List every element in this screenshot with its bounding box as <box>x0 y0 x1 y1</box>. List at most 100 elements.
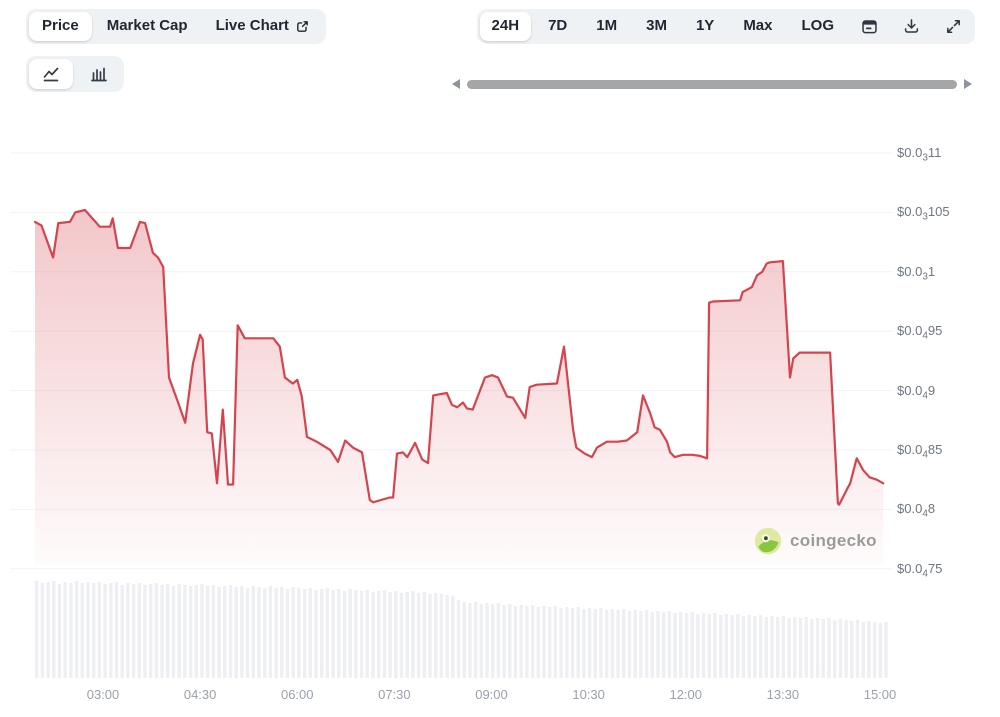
scroll-left-arrow[interactable] <box>452 79 460 89</box>
volume-bar <box>183 585 187 678</box>
time-range-scrollbar <box>452 76 972 92</box>
volume-bar <box>502 605 506 678</box>
range-1m-button[interactable]: 1M <box>584 12 629 41</box>
y-axis-label: $0.0311 <box>897 145 942 164</box>
tab-live-chart-label: Live Chart <box>215 17 289 34</box>
volume-bar <box>787 618 791 678</box>
scroll-right-arrow[interactable] <box>964 79 972 89</box>
range-24h-button[interactable]: 24H <box>479 12 532 41</box>
volume-bar <box>576 607 580 678</box>
volume-bar <box>69 583 73 678</box>
volume-bar <box>741 616 746 678</box>
line-chart-button[interactable] <box>29 59 73 89</box>
calendar-button[interactable] <box>851 12 888 41</box>
volume-bar <box>217 587 221 678</box>
y-axis-label: $0.0495 <box>897 323 943 342</box>
y-axis-label: $0.0475 <box>897 560 943 580</box>
volume-bar <box>764 617 768 678</box>
volume-bar <box>616 610 620 678</box>
volume-bar <box>565 607 569 678</box>
volume-bar <box>314 590 318 678</box>
volume-bar <box>542 606 546 678</box>
volume-bar <box>491 604 495 678</box>
tab-market-cap[interactable]: Market Cap <box>94 12 201 41</box>
volume-bar <box>223 586 227 678</box>
volume-bar <box>52 581 56 678</box>
range-toolbar: 24H 7D 1M 3M 1Y Max LOG <box>476 9 975 44</box>
range-1y-button[interactable]: 1Y <box>684 12 726 41</box>
volume-bar <box>644 610 649 678</box>
scrollbar-track[interactable] <box>467 76 957 92</box>
volume-bar <box>80 583 84 678</box>
volume-bar <box>382 590 387 678</box>
volume-bar <box>188 586 193 678</box>
volume-bar <box>337 589 341 678</box>
volume-bar <box>268 586 273 678</box>
volume-bar <box>422 592 426 678</box>
range-7d-button[interactable]: 7D <box>536 12 579 41</box>
volume-bar <box>308 588 312 678</box>
volume-bar <box>228 585 233 678</box>
volume-bar <box>713 613 717 678</box>
volume-bar <box>35 581 39 678</box>
download-button[interactable] <box>893 12 930 41</box>
volume-bar <box>428 594 432 678</box>
range-3m-button[interactable]: 3M <box>634 12 679 41</box>
volume-bar <box>114 582 119 678</box>
volume-bar <box>240 586 244 678</box>
volume-bar <box>804 617 808 678</box>
volume-bar <box>177 584 181 678</box>
volume-bar <box>439 594 444 678</box>
volume-bar <box>553 606 558 678</box>
volume-bar <box>582 609 586 678</box>
x-axis-label: 03:00 <box>86 687 120 702</box>
volume-bar <box>211 585 216 678</box>
volume-bar <box>399 593 404 678</box>
volume-bar <box>302 589 307 678</box>
volume-bar <box>570 608 575 678</box>
watermark-text: coingecko <box>790 531 877 550</box>
calendar-icon <box>862 20 877 34</box>
volume-bar <box>131 584 136 678</box>
volume-bar <box>325 588 330 678</box>
volume-bar <box>872 622 877 678</box>
log-scale-button[interactable]: LOG <box>790 12 847 41</box>
volume-bar <box>758 615 763 678</box>
scrollbar-thumb[interactable] <box>467 79 957 89</box>
volume-bar <box>137 583 141 678</box>
volume-bar <box>844 620 848 678</box>
volume-bar <box>154 583 159 678</box>
range-max-button[interactable]: Max <box>731 12 784 41</box>
volume-bar <box>285 589 290 678</box>
volume-bar <box>855 620 860 678</box>
volume-bar <box>149 584 153 678</box>
volume-bar <box>781 616 786 678</box>
fullscreen-button[interactable] <box>935 12 972 41</box>
volume-bar <box>776 617 780 678</box>
volume-bar <box>171 586 176 678</box>
volume-bar <box>724 614 729 678</box>
volume-bar <box>656 611 660 678</box>
volume-bar <box>479 604 483 678</box>
volume-bar <box>456 600 461 678</box>
volume-bar <box>525 606 529 678</box>
volume-bar <box>160 585 164 678</box>
chart-tab-bar: Price Market Cap Live Chart <box>26 9 326 44</box>
volume-bar <box>559 608 563 678</box>
volume-bar <box>684 613 689 678</box>
volume-bar <box>274 588 278 678</box>
volume-bar <box>730 615 734 678</box>
volume-bar <box>587 608 592 678</box>
volume-bar <box>530 605 535 678</box>
x-axis-label: 07:30 <box>378 687 411 702</box>
coingecko-gecko-logo <box>754 527 782 555</box>
volume-bar <box>359 591 364 678</box>
volume-bar <box>833 620 837 678</box>
volume-bar <box>850 621 854 678</box>
candlestick-chart-button[interactable] <box>77 59 121 89</box>
coingecko-watermark: coingecko <box>754 527 877 555</box>
tab-live-chart[interactable]: Live Chart <box>203 12 323 41</box>
volume-bar <box>673 613 677 678</box>
tab-price[interactable]: Price <box>29 12 92 41</box>
